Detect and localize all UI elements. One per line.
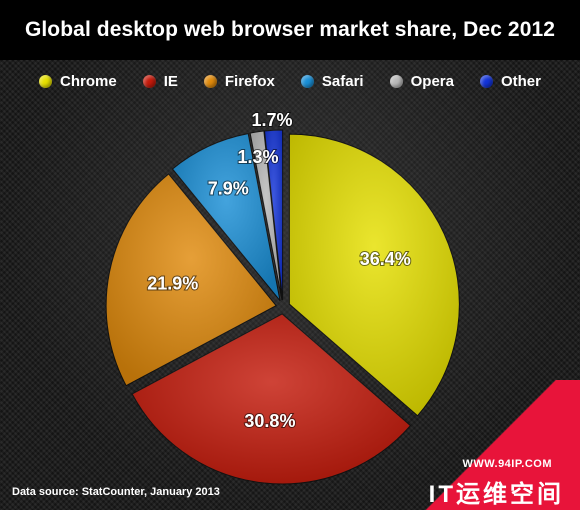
legend-label: Opera [410, 72, 454, 90]
data-label-safari: 7.9% [208, 178, 249, 198]
pie-slice-shading [250, 131, 282, 301]
legend-label: Other [500, 72, 541, 90]
legend-swatch [389, 74, 403, 88]
legend-item-safari: Safari [300, 72, 364, 90]
legend-item-chrome: Chrome [39, 73, 117, 90]
legend-label: Safari [321, 72, 364, 90]
chart-title: Global desktop web browser market share,… [24, 18, 556, 41]
legend-swatch [142, 74, 156, 88]
watermark-text: IT运维空间 [428, 481, 564, 508]
legend-item-firefox: Firefox [203, 72, 275, 90]
legend-swatch [39, 74, 53, 88]
data-label-firefox: 21.9% [147, 274, 198, 294]
legend-item-opera: Opera [389, 72, 454, 90]
pie-slice-shading [264, 130, 283, 301]
chart-legend: Chrome IE Firefox Safari Opera Other [0, 62, 580, 100]
legend-swatch [300, 74, 314, 88]
watermark-url: WWW.94IP.COM [462, 458, 552, 470]
legend-label: Firefox [224, 72, 275, 90]
pie-slice-shading [172, 133, 281, 301]
data-label-ie: 30.8% [244, 411, 295, 431]
data-label-opera: 1.3% [237, 147, 278, 167]
pie-slice-shading [289, 134, 460, 416]
watermark-corner [400, 380, 580, 510]
pie-slice-shading [106, 173, 277, 386]
legend-label: Chrome [60, 72, 117, 90]
data-label-other: 1.7% [251, 110, 292, 130]
title-bar: Global desktop web browser market share,… [0, 0, 580, 60]
data-label-chrome: 36.4% [360, 249, 411, 269]
legend-swatch [479, 74, 493, 88]
legend-item-other: Other [479, 72, 541, 90]
pie-slice-shading [132, 313, 411, 484]
legend-item-ie: IE [142, 72, 178, 90]
data-source-note: Data source: StatCounter, January 2013 [12, 486, 220, 498]
legend-label: IE [163, 72, 178, 90]
legend-swatch [203, 74, 217, 88]
